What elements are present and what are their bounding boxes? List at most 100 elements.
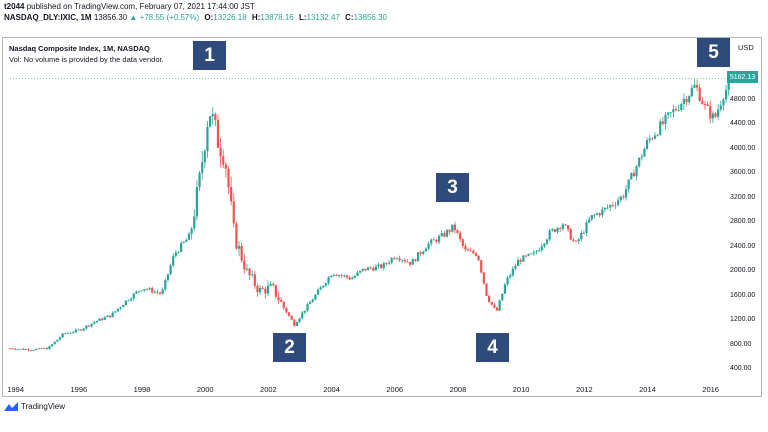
candle-body — [617, 200, 620, 205]
candle-body — [664, 114, 667, 124]
candle-body — [306, 304, 309, 311]
candle-body — [295, 322, 299, 326]
candle-body — [598, 213, 601, 216]
candle-body — [509, 275, 512, 278]
candle-body — [108, 315, 112, 318]
candle-body — [240, 245, 243, 261]
time-tick-label: 2006 — [386, 385, 404, 394]
candle-body — [153, 291, 156, 293]
candle-body — [706, 104, 709, 106]
candle-body — [432, 239, 435, 241]
candle-body — [180, 243, 183, 252]
candle-body — [27, 349, 30, 351]
last-price: 13856.30 — [93, 13, 128, 22]
annotation-marker-4: 4 — [476, 333, 509, 362]
candle-body — [208, 116, 212, 127]
candle-body — [243, 260, 246, 270]
candle-body — [93, 322, 96, 324]
tradingview-logo-icon — [4, 402, 18, 411]
candle-body — [211, 114, 214, 117]
candle-body — [251, 274, 254, 276]
candle-body — [324, 283, 328, 286]
candle-body — [561, 224, 564, 229]
candle-body — [522, 255, 525, 262]
publisher-name: t2044 — [4, 2, 25, 11]
candle-body — [727, 81, 730, 90]
candle-body — [61, 333, 64, 338]
candle-body — [216, 120, 220, 148]
candle-body — [714, 113, 717, 117]
candle-body — [116, 308, 120, 312]
candle-body — [58, 337, 62, 340]
candle-body — [327, 277, 330, 284]
close-value: 13856.30 — [353, 13, 387, 22]
candle-body — [56, 339, 59, 342]
candle-body — [377, 264, 380, 267]
candle-body — [553, 229, 557, 232]
candle-body — [624, 189, 628, 198]
candle-body — [127, 300, 130, 302]
time-tick-label: 2002 — [260, 385, 277, 394]
candle-body — [322, 285, 325, 288]
candle-body — [185, 239, 188, 242]
candle-body — [717, 109, 720, 117]
candle-body — [640, 156, 643, 158]
candle-body — [503, 284, 507, 294]
candle-body — [69, 332, 72, 334]
high-value: 13878.16 — [260, 13, 294, 22]
candle-body — [580, 232, 583, 240]
candle-body — [95, 320, 98, 323]
candle-body — [643, 148, 646, 157]
candle-body — [535, 251, 538, 253]
candle-body — [603, 207, 607, 210]
candle-body — [635, 166, 638, 177]
time-tick-label: 2008 — [449, 385, 467, 394]
candle-body — [266, 285, 270, 294]
candle-body — [169, 265, 172, 275]
candle-body — [469, 250, 472, 252]
time-tick-label: 2014 — [639, 385, 656, 394]
candle-body — [693, 84, 696, 88]
candle-body — [632, 173, 636, 177]
candle-body — [11, 348, 14, 350]
candle-body — [19, 348, 22, 350]
candle-body — [703, 104, 707, 105]
candle-body — [85, 325, 88, 329]
candle-body — [172, 255, 175, 266]
candle-body — [403, 260, 406, 262]
candle-body — [564, 224, 567, 226]
open-label: O: — [204, 13, 214, 22]
candle-body — [374, 266, 378, 271]
candle-body — [424, 248, 428, 252]
price-tick-label: 4800.00 — [730, 95, 756, 103]
candle-body — [659, 121, 662, 135]
publish-date: published on TradingView.com, February 0… — [26, 2, 255, 11]
candle-body — [79, 329, 83, 331]
candle-body — [519, 259, 522, 262]
chart-pane[interactable] — [2, 37, 762, 397]
candle-body — [287, 312, 291, 316]
candle-body — [98, 318, 101, 321]
candle-body — [506, 277, 509, 285]
currency-label[interactable]: USD — [738, 43, 754, 52]
candle-body — [319, 287, 322, 290]
candle-body — [614, 204, 617, 206]
low-value: 13132.47 — [306, 13, 340, 22]
candle-body — [485, 283, 488, 296]
candle-body — [698, 87, 701, 102]
candle-body — [422, 251, 425, 254]
candle-body — [630, 173, 633, 180]
candle-body — [690, 87, 693, 97]
candle-body — [674, 109, 678, 111]
candle-body — [409, 261, 412, 265]
candle-body — [106, 315, 109, 318]
candle-body — [440, 233, 443, 237]
price-tick-label: 4000.00 — [730, 144, 756, 152]
candle-body — [411, 259, 414, 265]
candle-body — [87, 325, 91, 327]
tradingview-logo[interactable]: TradingView — [4, 402, 65, 411]
time-tick-label: 2012 — [575, 385, 593, 394]
candle-body — [677, 110, 680, 111]
price-change: ▲ +78.55 (+0.57%) — [129, 13, 200, 22]
candle-body — [669, 112, 672, 114]
